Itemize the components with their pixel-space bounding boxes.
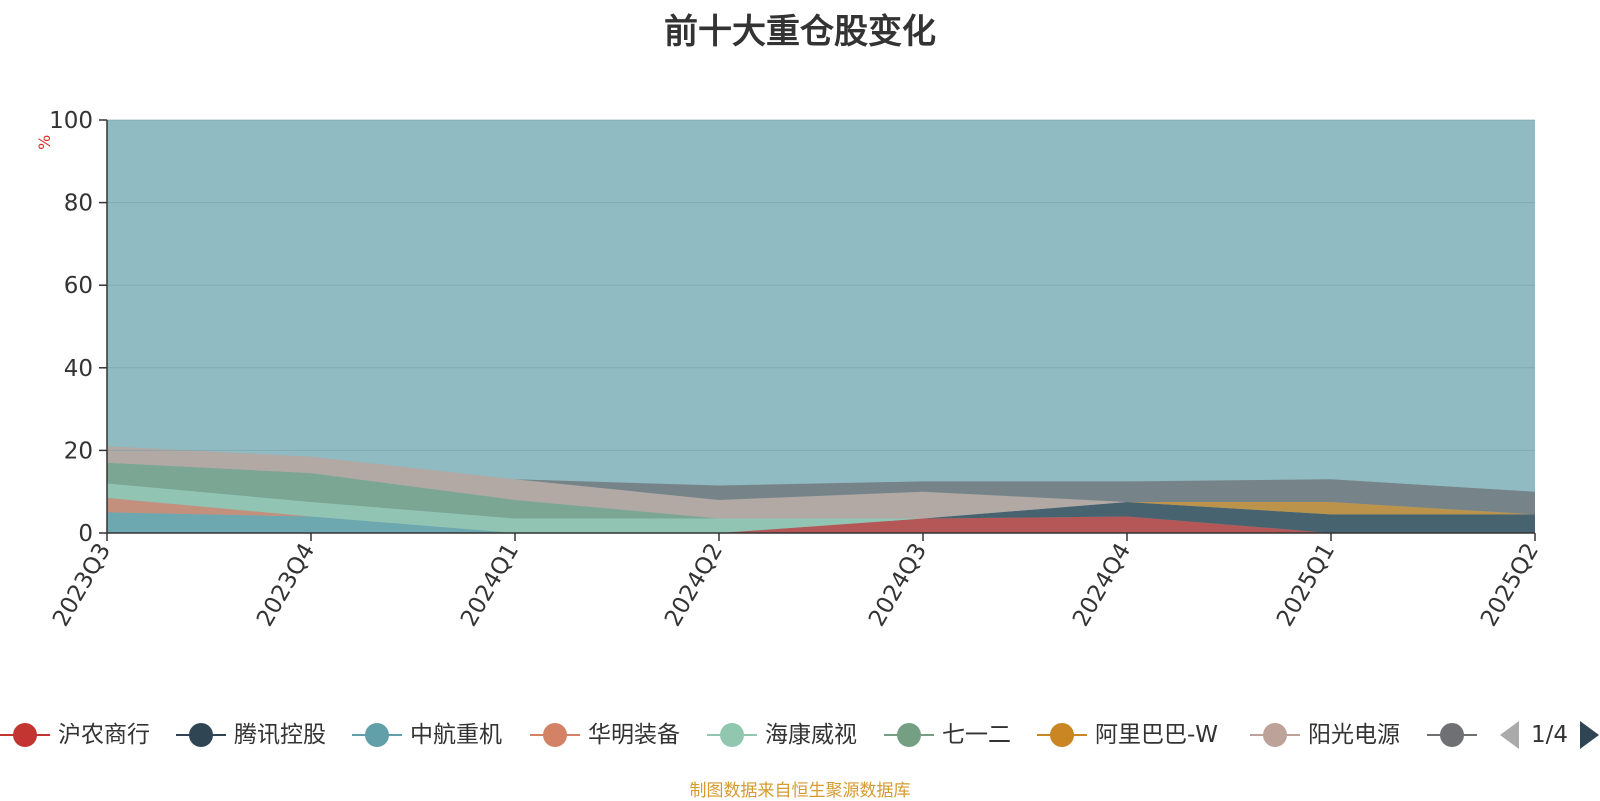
legend-marker-icon bbox=[530, 718, 580, 752]
legend-marker-icon bbox=[352, 718, 402, 752]
legend-label: 阳光电源 bbox=[1308, 722, 1400, 748]
grid-lines bbox=[107, 119, 1535, 451]
area-series-4 bbox=[107, 483, 1535, 533]
legend: 沪农商行 腾讯控股 中航重机 华明装备 海康威视 七一二 阿里巴巴-W bbox=[0, 718, 1600, 752]
legend-label: 沪农商行 bbox=[58, 722, 150, 748]
y-tick-label-5: 100 bbox=[49, 108, 93, 134]
legend-label: 海康威视 bbox=[765, 722, 857, 748]
area-series-6 bbox=[107, 462, 1535, 519]
prev-page-icon[interactable] bbox=[1500, 721, 1519, 749]
y-tick-label-2: 40 bbox=[64, 356, 93, 382]
area-series-8 bbox=[107, 446, 1535, 515]
area-series-2 bbox=[107, 502, 1535, 533]
area-layers bbox=[107, 120, 1535, 533]
legend-label: 华明装备 bbox=[588, 722, 680, 748]
legend-label: 腾讯控股 bbox=[234, 722, 326, 748]
next-page-icon[interactable] bbox=[1580, 721, 1599, 749]
x-tick-label-7: 2025Q2 bbox=[1476, 539, 1544, 631]
y-tick-label-0: 0 bbox=[78, 521, 93, 547]
legend-marker-icon bbox=[884, 718, 934, 752]
x-tick-label-6: 2025Q1 bbox=[1272, 539, 1340, 631]
chart-title: 前十大重仓股变化 bbox=[664, 12, 936, 52]
y-tick-label-4: 80 bbox=[64, 191, 93, 217]
legend-label: 七一二 bbox=[942, 722, 1011, 748]
legend-marker-icon bbox=[1250, 718, 1300, 752]
legend-page-indicator: 1/4 bbox=[1531, 722, 1569, 748]
x-tick-label-2: 2024Q1 bbox=[456, 539, 524, 631]
legend-marker-icon bbox=[1037, 718, 1087, 752]
x-tick-label-5: 2024Q4 bbox=[1068, 539, 1136, 631]
source-note: 制图数据来自恒生聚源数据库 bbox=[689, 781, 911, 801]
legend-label: 阿里巴巴-W bbox=[1095, 722, 1219, 748]
x-tick-label-4: 2024Q3 bbox=[864, 539, 932, 631]
legend-marker-icon bbox=[1427, 718, 1477, 752]
y-tick-label-3: 60 bbox=[64, 273, 93, 299]
area-series-1 bbox=[107, 502, 1535, 533]
x-tick-label-0: 2023Q3 bbox=[48, 539, 116, 631]
area-series-5 bbox=[107, 462, 1535, 519]
legend-label: 中航重机 bbox=[410, 722, 502, 748]
legend-marker-icon bbox=[0, 718, 50, 752]
y-tick-label-1: 20 bbox=[64, 438, 93, 464]
legend-marker-icon bbox=[176, 718, 226, 752]
x-tick-label-1: 2023Q4 bbox=[252, 539, 320, 631]
x-tick-label-3: 2024Q2 bbox=[660, 539, 728, 631]
legend-marker-icon bbox=[707, 718, 757, 752]
legend-pager: 1/4 bbox=[1500, 718, 1600, 752]
